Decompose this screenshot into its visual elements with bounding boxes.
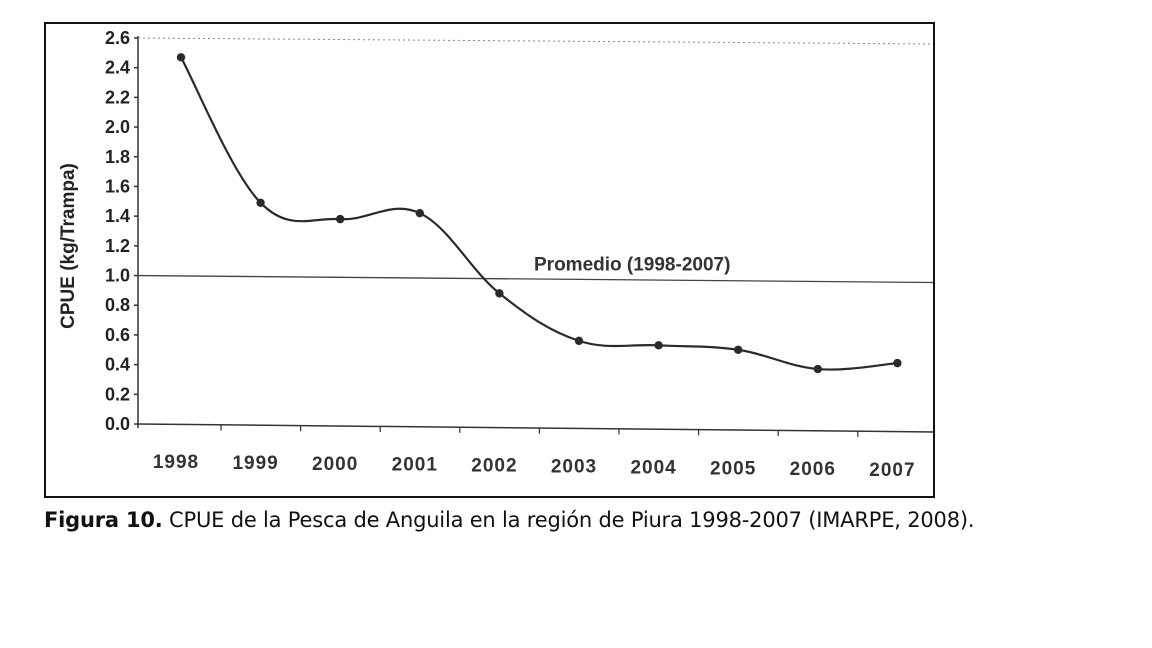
- x-tick-label: 2001: [392, 455, 438, 476]
- y-axis-label: CPUE (kg/Trampa): [58, 163, 79, 329]
- y-tick-label: 1.6: [105, 176, 130, 196]
- data-point-2006: [813, 364, 822, 374]
- data-point-2005: [734, 345, 743, 354]
- x-tick-label: 2000: [312, 454, 358, 475]
- x-tick-label: 2003: [551, 457, 597, 478]
- x-tick-label: 2002: [471, 456, 517, 477]
- y-tick-label: 2.6: [105, 28, 130, 48]
- y-tick-label: 1.2: [105, 236, 130, 256]
- figure-caption-text: CPUE de la Pesca de Anguila en la región…: [162, 508, 975, 532]
- x-tick-label: 1999: [232, 453, 278, 474]
- chart-frame: Promedio (1998-2007) 0.0 0.2 0.4 0.6 0.8 1.0 1…: [44, 22, 935, 498]
- y-tick-label: 0.6: [105, 325, 130, 345]
- y-tick-label: 0.8: [105, 295, 130, 315]
- data-point-2001: [415, 208, 424, 218]
- x-axis-line: [137, 423, 933, 433]
- x-tick-label: 2006: [790, 459, 836, 480]
- series-line: [180, 56, 898, 371]
- x-tick-label: 2005: [710, 458, 756, 479]
- y-tick-label: 0.4: [105, 355, 130, 375]
- data-point-1999: [256, 198, 265, 207]
- figure-caption: Figura 10. CPUE de la Pesca de Anguila e…: [44, 508, 975, 532]
- top-dotted-line: [137, 37, 933, 45]
- figure-caption-label: Figura 10.: [44, 508, 163, 532]
- series-group: [176, 53, 902, 374]
- x-tick-label: 1998: [153, 452, 199, 473]
- x-tick-label: 2004: [630, 457, 676, 478]
- reference-line-label: Promedio (1998-2007): [534, 255, 730, 276]
- reference-line: [137, 274, 933, 284]
- y-tick-label: 2.4: [105, 58, 130, 78]
- data-point-2007: [893, 358, 902, 368]
- y-tick-label: 1.8: [105, 147, 130, 167]
- axes: [134, 36, 933, 437]
- data-point-1998: [176, 53, 186, 62]
- y-tick-label: 1.4: [105, 206, 130, 226]
- data-point-2000: [336, 214, 345, 224]
- y-tick-label: 0.0: [105, 414, 130, 434]
- data-point-2003: [574, 336, 584, 346]
- x-tick-label: 2007: [869, 460, 915, 481]
- y-tick-label: 2.0: [105, 117, 130, 137]
- data-point-2004: [654, 341, 663, 350]
- line-chart: Promedio (1998-2007) 0.0 0.2 0.4 0.6 0.8 1.0 1…: [58, 28, 933, 481]
- y-tick-label: 0.2: [105, 384, 130, 404]
- y-tick-label: 1.0: [105, 266, 130, 286]
- y-tick-label: 2.2: [105, 87, 130, 107]
- tick-labels: 0.0 0.2 0.4 0.6 0.8 1.0 1.2 1.4 1.6 1.8 2.0 2.2 2.4 2…: [58, 28, 915, 481]
- reference-line-group: Promedio (1998-2007): [137, 255, 933, 284]
- data-point-2002: [495, 289, 504, 298]
